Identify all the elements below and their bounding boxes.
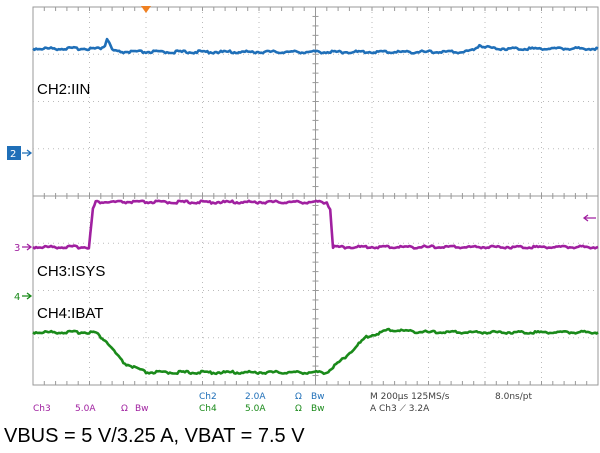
trace-ch3 bbox=[32, 199, 599, 250]
channel-2-marker-arrow bbox=[22, 149, 33, 157]
channel-2-marker-label: 2 bbox=[10, 149, 16, 160]
readout-row2-item: Ω bbox=[295, 404, 302, 414]
channel-2-marker-box bbox=[7, 146, 21, 160]
readout-row2-item: Ch3 bbox=[33, 404, 51, 414]
channel-3-marker-arrow bbox=[22, 243, 33, 251]
trace-label-ch2: CH2:IIN bbox=[37, 81, 90, 98]
graticule bbox=[32, 6, 599, 386]
readout-row2-item: Ch4 bbox=[199, 404, 217, 414]
channel-4-marker-arrow bbox=[22, 292, 33, 300]
readout-row2-item: 5.0A bbox=[245, 404, 266, 414]
caption: VBUS = 5 V/3.25 A, VBAT = 7.5 V bbox=[4, 425, 305, 447]
readout-row2-item: A Ch3 ⟋ 3.2A bbox=[370, 404, 430, 414]
readout-row1-item: 2.0A bbox=[245, 392, 266, 402]
readout-row2-item: Ω bbox=[121, 404, 128, 414]
trace-label-ch4: CH4:IBAT bbox=[37, 305, 103, 322]
readout-row1-item: Ω bbox=[295, 392, 302, 402]
readout-row1-item: Bw bbox=[311, 392, 325, 402]
trace-ch4 bbox=[32, 327, 599, 376]
readout-row1-item: 8.0ns/pt bbox=[495, 392, 532, 402]
oscilloscope-screen: CH2:IIN CH3:ISYS CH4:IBAT 2 3 4 Ch2 2.0A Ω Bw… bbox=[7, 6, 599, 414]
readout-row1-item: Ch2 bbox=[199, 392, 217, 402]
readout-row1-item: M 200µs 125MS/s bbox=[370, 392, 450, 402]
channel-3-marker-label: 3 bbox=[14, 243, 20, 254]
trigger-level-arrow bbox=[582, 214, 596, 222]
readout-row2-item: Bw bbox=[135, 404, 149, 414]
channel-4-marker-label: 4 bbox=[14, 292, 20, 303]
trigger-position-marker bbox=[141, 6, 151, 13]
trace-labels: CH2:IIN CH3:ISYS CH4:IBAT bbox=[37, 81, 105, 322]
settings-readout: Ch2 2.0A Ω Bw M 200µs 125MS/s 8.0ns/pt Ch3 5.0A… bbox=[33, 392, 532, 414]
waveform-traces bbox=[32, 37, 599, 376]
readout-row2-item: 5.0A bbox=[75, 404, 96, 414]
readout-row2-item: Bw bbox=[311, 404, 325, 414]
channel-markers: 2 3 4 bbox=[7, 146, 596, 303]
trace-label-ch3: CH3:ISYS bbox=[37, 263, 105, 280]
trace-ch2 bbox=[32, 37, 599, 55]
